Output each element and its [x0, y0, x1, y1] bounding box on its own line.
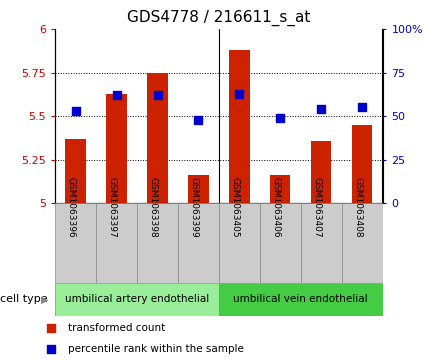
- Bar: [229, 50, 249, 203]
- Bar: [342, 203, 383, 283]
- Text: GSM1063396: GSM1063396: [67, 177, 76, 238]
- Bar: [147, 73, 168, 203]
- Text: GSM1063405: GSM1063405: [230, 177, 239, 238]
- Text: cell type: cell type: [0, 294, 48, 305]
- Point: [48, 346, 54, 352]
- Point: [48, 325, 54, 330]
- Point: [277, 115, 283, 121]
- Text: GSM1063398: GSM1063398: [148, 177, 158, 238]
- Bar: [178, 203, 219, 283]
- Text: umbilical artery endothelial: umbilical artery endothelial: [65, 294, 209, 305]
- Text: GSM1063407: GSM1063407: [312, 177, 321, 238]
- Text: transformed count: transformed count: [68, 323, 165, 333]
- Bar: [300, 203, 342, 283]
- Bar: [96, 203, 137, 283]
- Bar: [311, 140, 332, 203]
- Point: [359, 105, 366, 110]
- Text: percentile rank within the sample: percentile rank within the sample: [68, 344, 244, 354]
- Point: [195, 117, 202, 123]
- Text: GSM1063397: GSM1063397: [108, 177, 116, 238]
- Text: GSM1063408: GSM1063408: [353, 177, 362, 238]
- Text: GSM1063399: GSM1063399: [190, 177, 198, 238]
- Text: umbilical vein endothelial: umbilical vein endothelial: [233, 294, 368, 305]
- Bar: [219, 283, 382, 316]
- Point: [72, 108, 79, 114]
- Bar: [352, 125, 372, 203]
- Bar: [260, 203, 300, 283]
- Text: ▶: ▶: [41, 294, 48, 305]
- Bar: [219, 203, 260, 283]
- Point: [318, 106, 325, 112]
- Point: [154, 92, 161, 98]
- Point: [113, 92, 120, 98]
- Title: GDS4778 / 216611_s_at: GDS4778 / 216611_s_at: [127, 10, 311, 26]
- Bar: [55, 283, 219, 316]
- Bar: [188, 175, 209, 203]
- Bar: [270, 175, 290, 203]
- Bar: [106, 94, 127, 203]
- Text: GSM1063406: GSM1063406: [271, 177, 280, 238]
- Bar: [65, 139, 86, 203]
- Bar: [55, 203, 96, 283]
- Bar: [137, 203, 178, 283]
- Point: [236, 91, 243, 97]
